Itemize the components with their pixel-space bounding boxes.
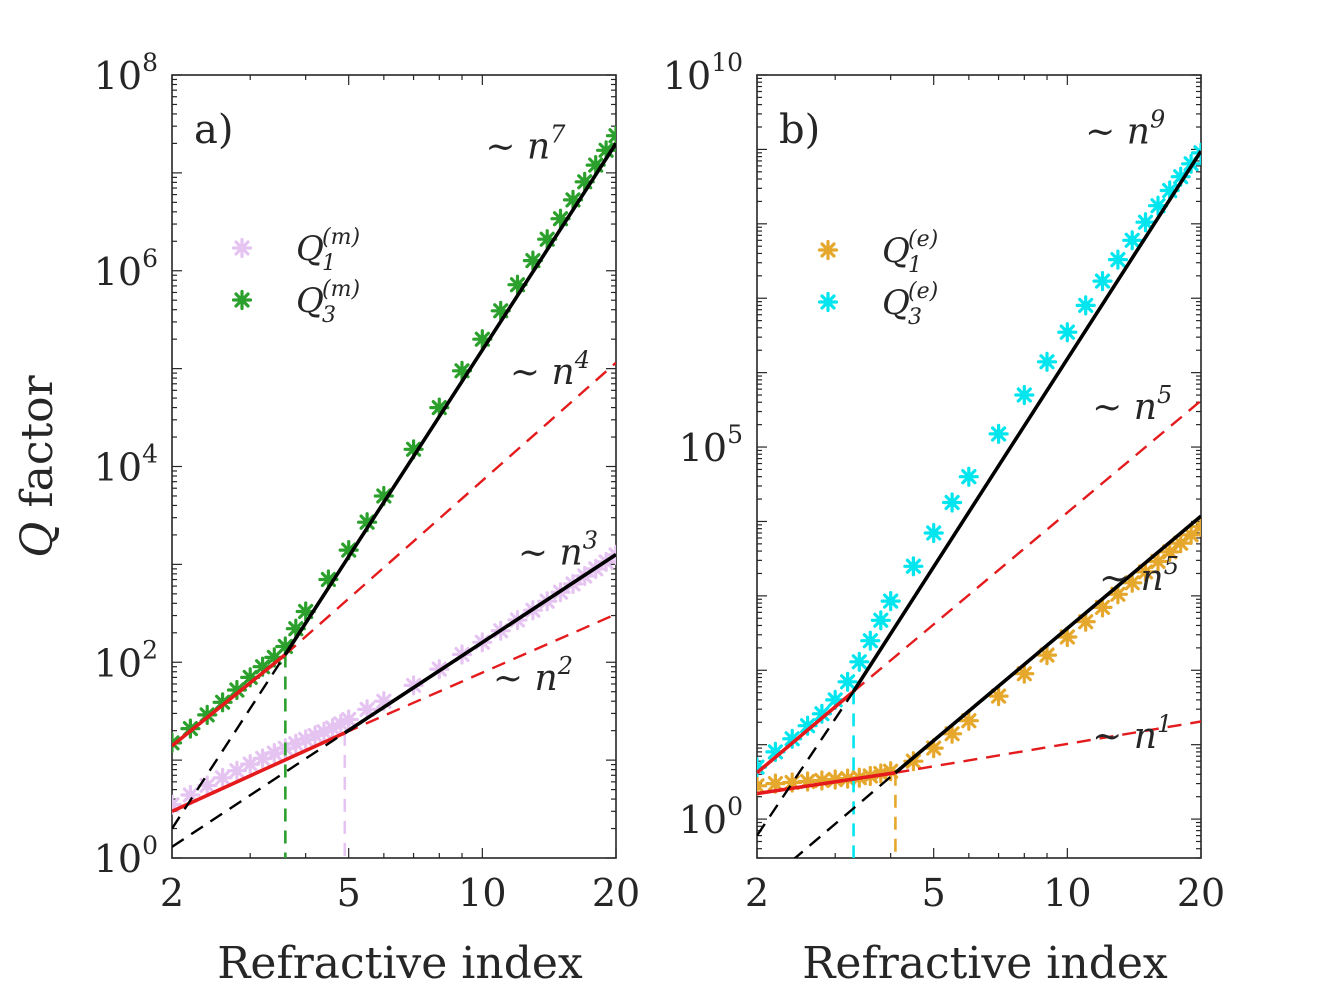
slope-annotation: ∼ n7 (485, 121, 566, 168)
axes-box (171, 74, 617, 859)
fit-line (757, 770, 896, 796)
x-tick-label: 20 (592, 871, 640, 915)
series-Q3(e) (757, 142, 1201, 778)
legend-label-sub: 1 (908, 253, 922, 278)
x-tick-label: 10 (1043, 871, 1091, 915)
legend-label: Q (296, 281, 324, 321)
legend-label-sub: 1 (322, 251, 336, 276)
legend: Q(e)1Q(e)3 (817, 227, 938, 330)
fit-line (895, 720, 1201, 774)
legend-label: Q (882, 231, 910, 271)
slope-annotation: ∼ n5 (1092, 381, 1172, 428)
slope-annotation: ∼ n9 (1085, 106, 1165, 153)
x-tick-label: 20 (1177, 871, 1225, 915)
legend-label-sup: (m) (322, 277, 360, 302)
plot-area (172, 125, 616, 858)
y-axis-title: Q factor (12, 374, 63, 557)
fit-line (172, 653, 287, 748)
fit-line (284, 361, 616, 656)
x-tick-label: 2 (745, 871, 769, 915)
x-axis-title: Refractive index (217, 938, 583, 989)
panel-label: b) (779, 107, 820, 153)
y-tick-label: 100 (679, 792, 743, 842)
x-tick-label: 2 (160, 871, 184, 915)
x-tick-label: 5 (337, 871, 361, 915)
fit-line (894, 514, 1201, 775)
panel-label: a) (194, 107, 233, 153)
legend-label-sup: (e) (908, 227, 938, 252)
y-tick-label: 100 (94, 831, 158, 881)
legend-label: Q (882, 283, 910, 323)
legend-label-sub: 3 (908, 305, 922, 330)
panel-a: 2 5 10 20 100 102 104 106 108 Refractive index Q f… (12, 48, 640, 989)
fit-line (852, 399, 1201, 693)
series-Q3(m) (172, 125, 616, 753)
plot-area (757, 142, 1201, 858)
fit-line (757, 690, 855, 837)
slope-annotation: ∼ n4 (510, 346, 590, 393)
fit-line (344, 613, 616, 734)
panel-b: 2 5 10 20 100 105 1010 Refractive index b) ∼ n9 ∼ … (663, 48, 1225, 989)
y-tick-label: 1010 (663, 48, 743, 98)
legend-label-sub: 3 (322, 303, 336, 328)
legend-label-sup: (e) (908, 279, 938, 304)
y-tick-label: 104 (94, 440, 158, 490)
y-tick-label: 102 (94, 635, 158, 685)
fit-line (852, 150, 1201, 693)
y-tick-label: 106 (94, 244, 158, 294)
fit-line (793, 771, 897, 858)
tick-marks (756, 74, 1202, 859)
y-tick-label: 108 (94, 48, 158, 98)
x-axis-title: Refractive index (802, 938, 1168, 989)
slope-annotation: ∼ n3 (518, 526, 598, 573)
legend-label-sup: (m) (322, 225, 360, 250)
fit-line (172, 731, 346, 813)
x-tick-label: 10 (458, 871, 506, 915)
x-tick-label: 5 (922, 871, 946, 915)
fit-line (172, 653, 287, 830)
y-tick-label: 105 (679, 420, 743, 470)
slope-annotation: ∼ n2 (493, 652, 573, 699)
axes-box (756, 74, 1202, 859)
tick-marks (171, 74, 617, 859)
fit-line (343, 553, 616, 735)
legend: Q(m)1Q(m)3 (231, 225, 360, 328)
slope-annotation: ∼ n5 (1099, 552, 1179, 599)
legend-label: Q (296, 229, 324, 269)
fit-line (283, 142, 616, 656)
slope-annotation: ∼ n1 (1092, 710, 1172, 757)
fit-line (172, 731, 346, 848)
fit-line (757, 690, 855, 775)
